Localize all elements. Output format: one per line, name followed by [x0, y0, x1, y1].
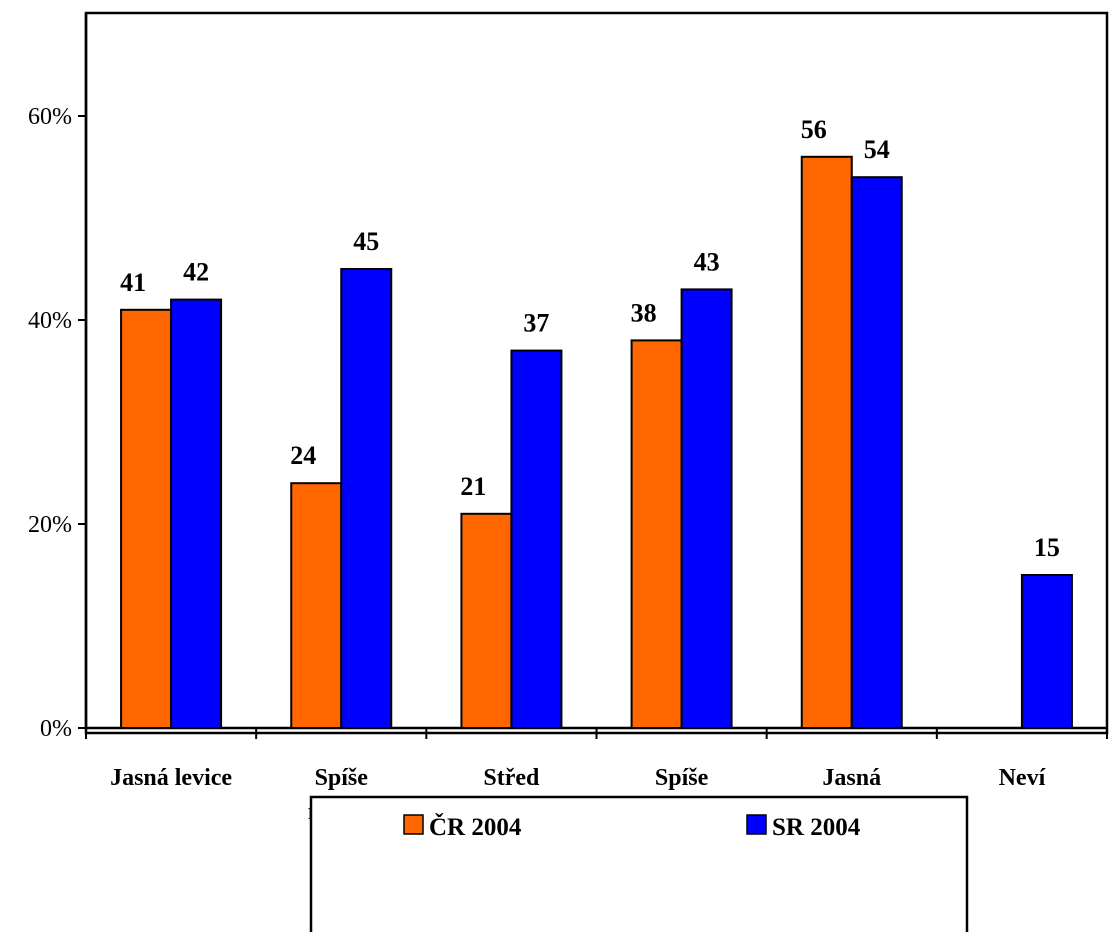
data-label: 56: [801, 115, 827, 144]
category-label: Spíše: [315, 765, 369, 791]
legend-label: ČR 2004: [429, 812, 522, 841]
bar: [290, 482, 343, 730]
data-label: 42: [183, 258, 209, 287]
data-label: 15: [1034, 533, 1060, 562]
bar: [460, 512, 513, 729]
bar: [170, 298, 223, 729]
data-label: 54: [864, 135, 890, 164]
bar: [800, 155, 853, 730]
category-label: Jasná: [822, 765, 881, 791]
category-label: Neví: [999, 765, 1046, 791]
data-labels: 41 24 21 38 56 42 45 37 43 54 15: [120, 115, 1060, 562]
data-label: 43: [694, 247, 720, 276]
data-label: 38: [631, 298, 657, 327]
data-label: 41: [120, 268, 146, 297]
bar: [120, 308, 173, 729]
data-label: 45: [353, 227, 379, 256]
bars: [120, 155, 1073, 730]
legend-swatch: [746, 814, 767, 835]
data-label: 37: [523, 309, 549, 338]
bar: [630, 339, 683, 729]
legend-swatch: [403, 814, 424, 835]
bar: [680, 288, 733, 729]
bar: [850, 176, 903, 729]
plot-area-frame: [84, 11, 1109, 735]
legend: ČR 2004 SR 2004: [309, 795, 969, 932]
legend-label: SR 2004: [772, 814, 861, 841]
data-label: 24: [290, 441, 316, 470]
y-tick-label: 0%: [40, 716, 72, 742]
bar: [510, 349, 563, 729]
data-label: 21: [460, 472, 486, 501]
bar: [340, 268, 393, 729]
y-axis: 0% 20% 40% 60%: [28, 13, 88, 742]
bar: [1020, 574, 1073, 729]
y-tick-label: 40%: [28, 308, 72, 334]
category-label: Střed: [483, 765, 540, 791]
category-label: Jasná levice: [110, 765, 232, 791]
y-tick-label: 60%: [28, 104, 72, 130]
category-label: Spíše: [655, 765, 709, 791]
y-tick-label: 20%: [28, 512, 72, 538]
